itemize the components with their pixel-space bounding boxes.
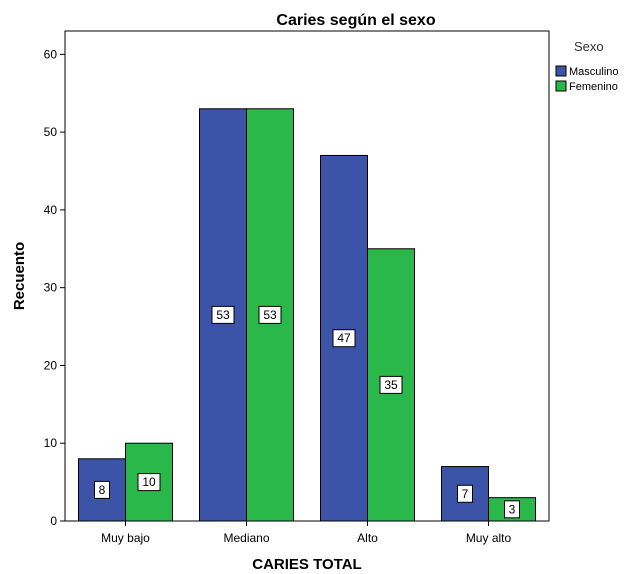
y-axis: 0 10 20 30 40 50 60: [44, 47, 65, 528]
legend: Sexo Masculino Femenino: [555, 39, 619, 93]
bars: [78, 108, 536, 522]
y-tick-label: 30: [44, 281, 58, 295]
data-label: 10: [142, 475, 156, 489]
data-label-box: [94, 480, 110, 499]
legend-label-femenino: Femenino: [569, 81, 618, 93]
data-label: 53: [263, 308, 277, 322]
data-label: 35: [384, 378, 398, 392]
x-axis-label: CARIES TOTAL: [252, 556, 361, 573]
y-axis-label: Recuento: [11, 242, 28, 310]
data-label-box: [457, 484, 473, 503]
y-tick-label: 50: [44, 125, 58, 139]
data-label-box: [504, 500, 520, 519]
x-tick-label: Muy alto: [466, 531, 512, 545]
legend-swatch-femenino: [555, 80, 567, 92]
x-axis: Muy bajo Mediano Alto Muy alto: [101, 521, 511, 545]
data-label-box: [332, 329, 356, 348]
legend-label-masculino: Masculino: [569, 66, 619, 78]
x-tick-label: Alto: [357, 531, 378, 545]
data-labels: 8 10 53 53 47 35 7 3: [94, 305, 520, 519]
y-tick-label: 10: [44, 436, 58, 450]
chart-title: Caries según el sexo: [276, 12, 435, 29]
data-label-box: [258, 305, 282, 324]
data-label: 53: [216, 308, 230, 322]
data-label: 3: [509, 502, 516, 516]
data-label-box: [379, 375, 403, 394]
y-tick-label: 0: [50, 514, 57, 528]
x-tick-label: Mediano: [223, 531, 269, 545]
y-tick-label: 60: [44, 47, 58, 61]
data-label: 47: [337, 331, 351, 345]
y-tick-label: 40: [44, 203, 58, 217]
data-label-box: [211, 305, 235, 324]
legend-title: Sexo: [574, 39, 604, 54]
data-label-box: [137, 473, 161, 492]
plot-area-frame: [64, 30, 550, 522]
data-label: 8: [99, 483, 106, 497]
x-tick-label: Muy bajo: [101, 531, 150, 545]
y-tick-label: 20: [44, 358, 58, 372]
legend-swatch-masculino: [555, 65, 567, 77]
data-label: 7: [462, 487, 469, 501]
